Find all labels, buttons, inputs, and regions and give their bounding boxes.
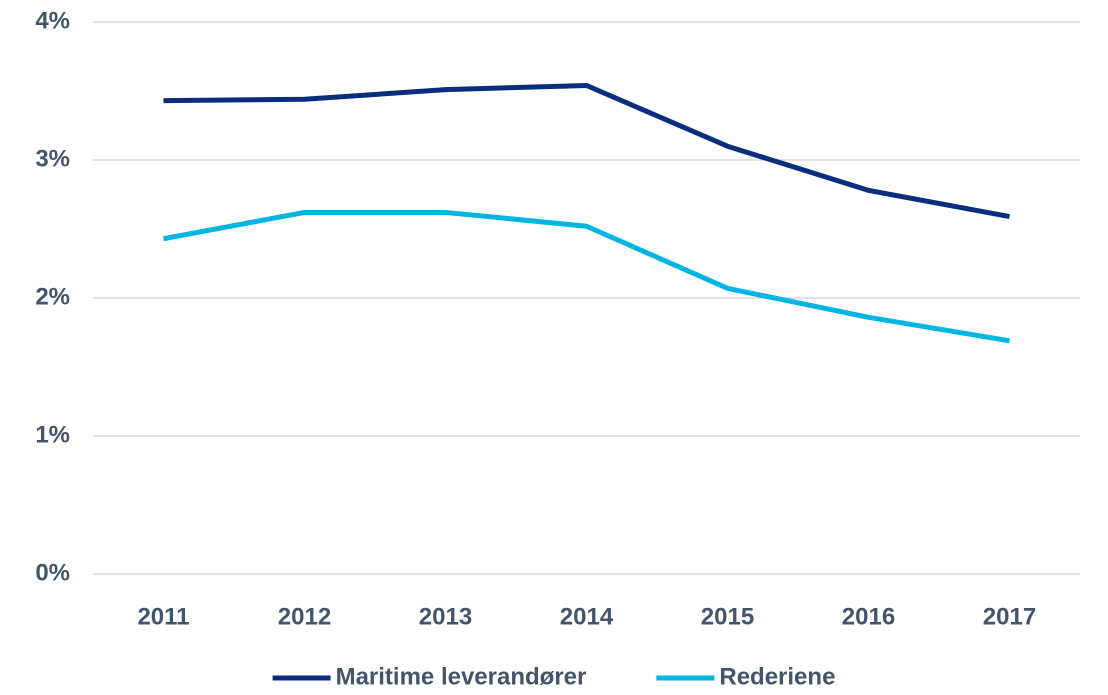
y-tick-label: 0% <box>35 559 70 586</box>
x-tick-label: 2011 <box>137 603 189 630</box>
x-tick-label: 2017 <box>983 603 1036 630</box>
y-tick-label: 2% <box>35 283 70 310</box>
y-tick-label: 4% <box>35 7 70 34</box>
x-tick-label: 2014 <box>560 603 614 630</box>
legend-label: Rederiene <box>719 663 835 690</box>
series-line <box>163 82 1010 220</box>
series-line <box>163 209 1010 344</box>
y-tick-label: 1% <box>35 421 70 448</box>
x-tick-label: 2015 <box>701 603 754 630</box>
y-tick-label: 3% <box>35 145 70 172</box>
legend-label: Maritime leverandører <box>336 663 587 690</box>
x-tick-label: 2013 <box>419 603 472 630</box>
x-tick-label: 2012 <box>278 603 331 630</box>
x-tick-label: 2016 <box>842 603 895 630</box>
